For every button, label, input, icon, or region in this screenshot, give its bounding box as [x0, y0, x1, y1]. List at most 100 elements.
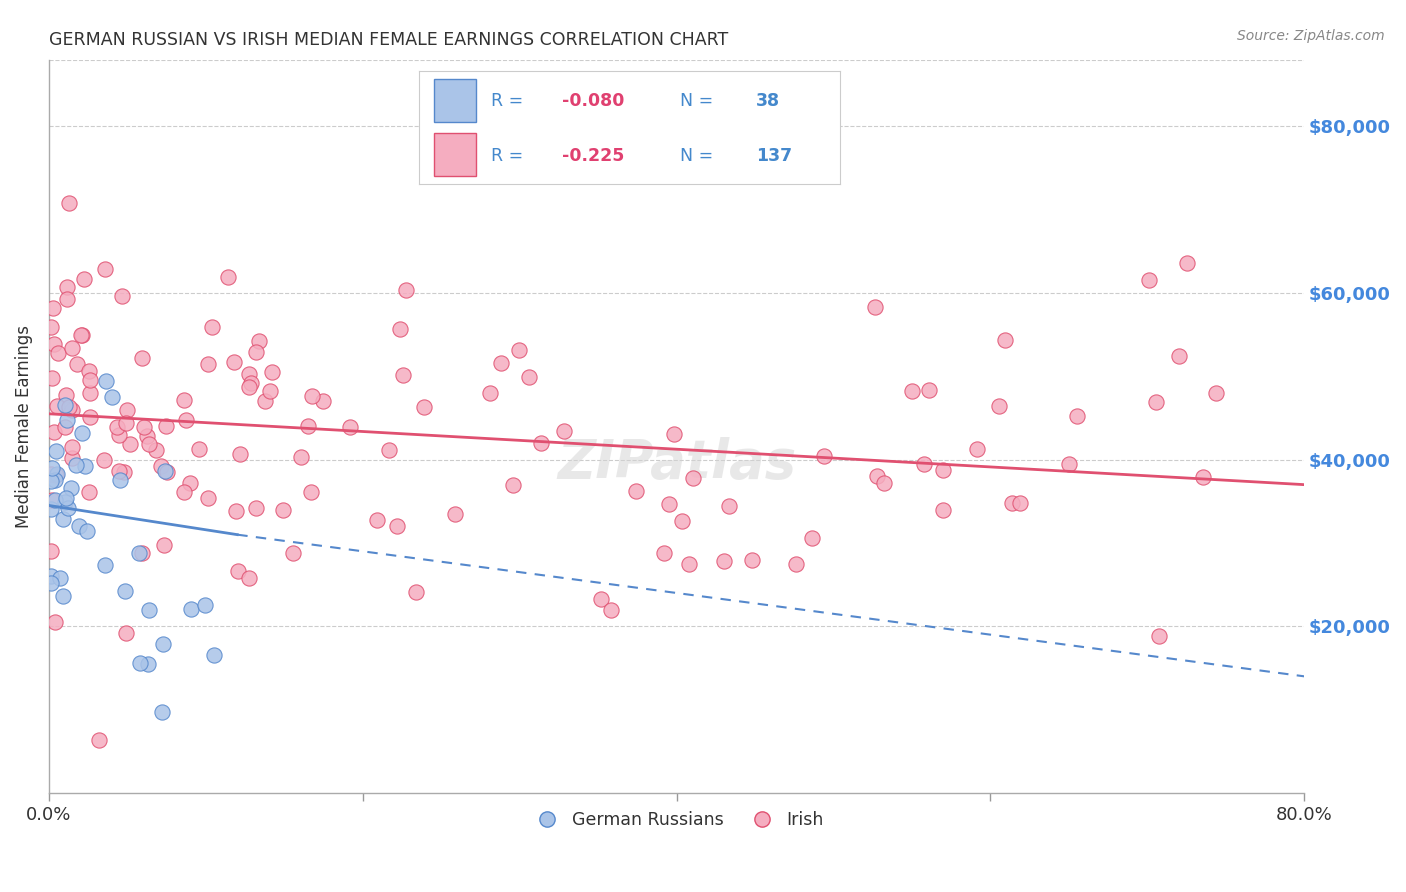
Point [93, 453, 115, 467]
Point [290, 450, 312, 465]
Point [44, 337, 66, 351]
Point [901, 384, 924, 399]
Point [65, 357, 87, 371]
Point [128, 546, 150, 560]
Point [55, 387, 77, 401]
Point [41, 371, 63, 385]
Point [52, 512, 75, 526]
Point [508, 343, 530, 358]
Point [42, 301, 65, 315]
Point [785, 557, 807, 571]
Point [1137, 273, 1160, 287]
Point [271, 502, 294, 516]
Point [76, 524, 98, 538]
Point [245, 345, 267, 359]
Point [260, 365, 283, 379]
Point [197, 491, 219, 505]
Point [79, 410, 101, 425]
Point [918, 384, 941, 398]
Point [44, 492, 66, 507]
Point [115, 417, 138, 431]
Point [225, 504, 247, 518]
Text: Source: ZipAtlas.com: Source: ZipAtlas.com [1237, 29, 1385, 43]
Point [67, 519, 90, 533]
Point [145, 442, 167, 457]
Point [378, 443, 401, 458]
Y-axis label: Median Female Earnings: Median Female Earnings [15, 325, 32, 528]
Point [217, 269, 239, 284]
Point [94, 558, 117, 572]
Point [131, 546, 153, 560]
Point [39, 544, 62, 558]
Point [201, 319, 224, 334]
Point [77, 364, 100, 378]
Point [224, 355, 246, 369]
Point [553, 424, 575, 438]
Point [173, 485, 195, 500]
Point [56, 413, 79, 427]
Point [101, 390, 124, 404]
Point [202, 648, 225, 662]
Point [70, 327, 93, 342]
Point [108, 464, 131, 478]
Point [69, 327, 91, 342]
Point [153, 538, 176, 552]
Point [53, 398, 76, 412]
Point [866, 468, 889, 483]
Point [339, 420, 361, 434]
Point [70, 426, 93, 441]
Point [226, 564, 249, 578]
Point [1147, 629, 1170, 643]
Point [155, 464, 177, 478]
Point [297, 418, 319, 433]
Point [1191, 470, 1213, 484]
Point [49, 571, 72, 585]
Point [73, 459, 96, 474]
Point [179, 476, 201, 491]
Point [53, 495, 76, 509]
Point [385, 518, 408, 533]
Point [966, 442, 988, 457]
Point [150, 459, 173, 474]
Point [238, 380, 260, 394]
Point [912, 457, 935, 471]
Point [197, 357, 219, 371]
Point [45, 468, 67, 483]
Point [94, 374, 117, 388]
Point [60, 403, 83, 417]
Point [1059, 458, 1081, 472]
Point [254, 394, 277, 409]
Point [1168, 350, 1191, 364]
Point [60, 341, 83, 355]
Point [489, 356, 512, 370]
Point [39, 474, 62, 488]
Point [1175, 256, 1198, 270]
Point [312, 393, 335, 408]
Point [46, 467, 69, 481]
Point [502, 478, 524, 492]
Point [131, 351, 153, 365]
Point [600, 603, 623, 617]
Point [366, 513, 388, 527]
Point [626, 483, 648, 498]
Point [59, 481, 82, 495]
Point [39, 502, 62, 516]
Point [238, 571, 260, 585]
Point [413, 400, 436, 414]
Point [392, 368, 415, 383]
Point [863, 300, 886, 314]
Point [138, 603, 160, 617]
Point [60, 450, 83, 465]
Point [174, 413, 197, 427]
Point [135, 428, 157, 442]
Point [108, 427, 131, 442]
Point [652, 546, 675, 560]
Point [56, 280, 79, 294]
Point [56, 292, 79, 306]
Point [77, 485, 100, 500]
Point [1205, 385, 1227, 400]
Point [179, 602, 201, 616]
Point [105, 420, 128, 434]
Point [741, 553, 763, 567]
Point [73, 272, 96, 286]
